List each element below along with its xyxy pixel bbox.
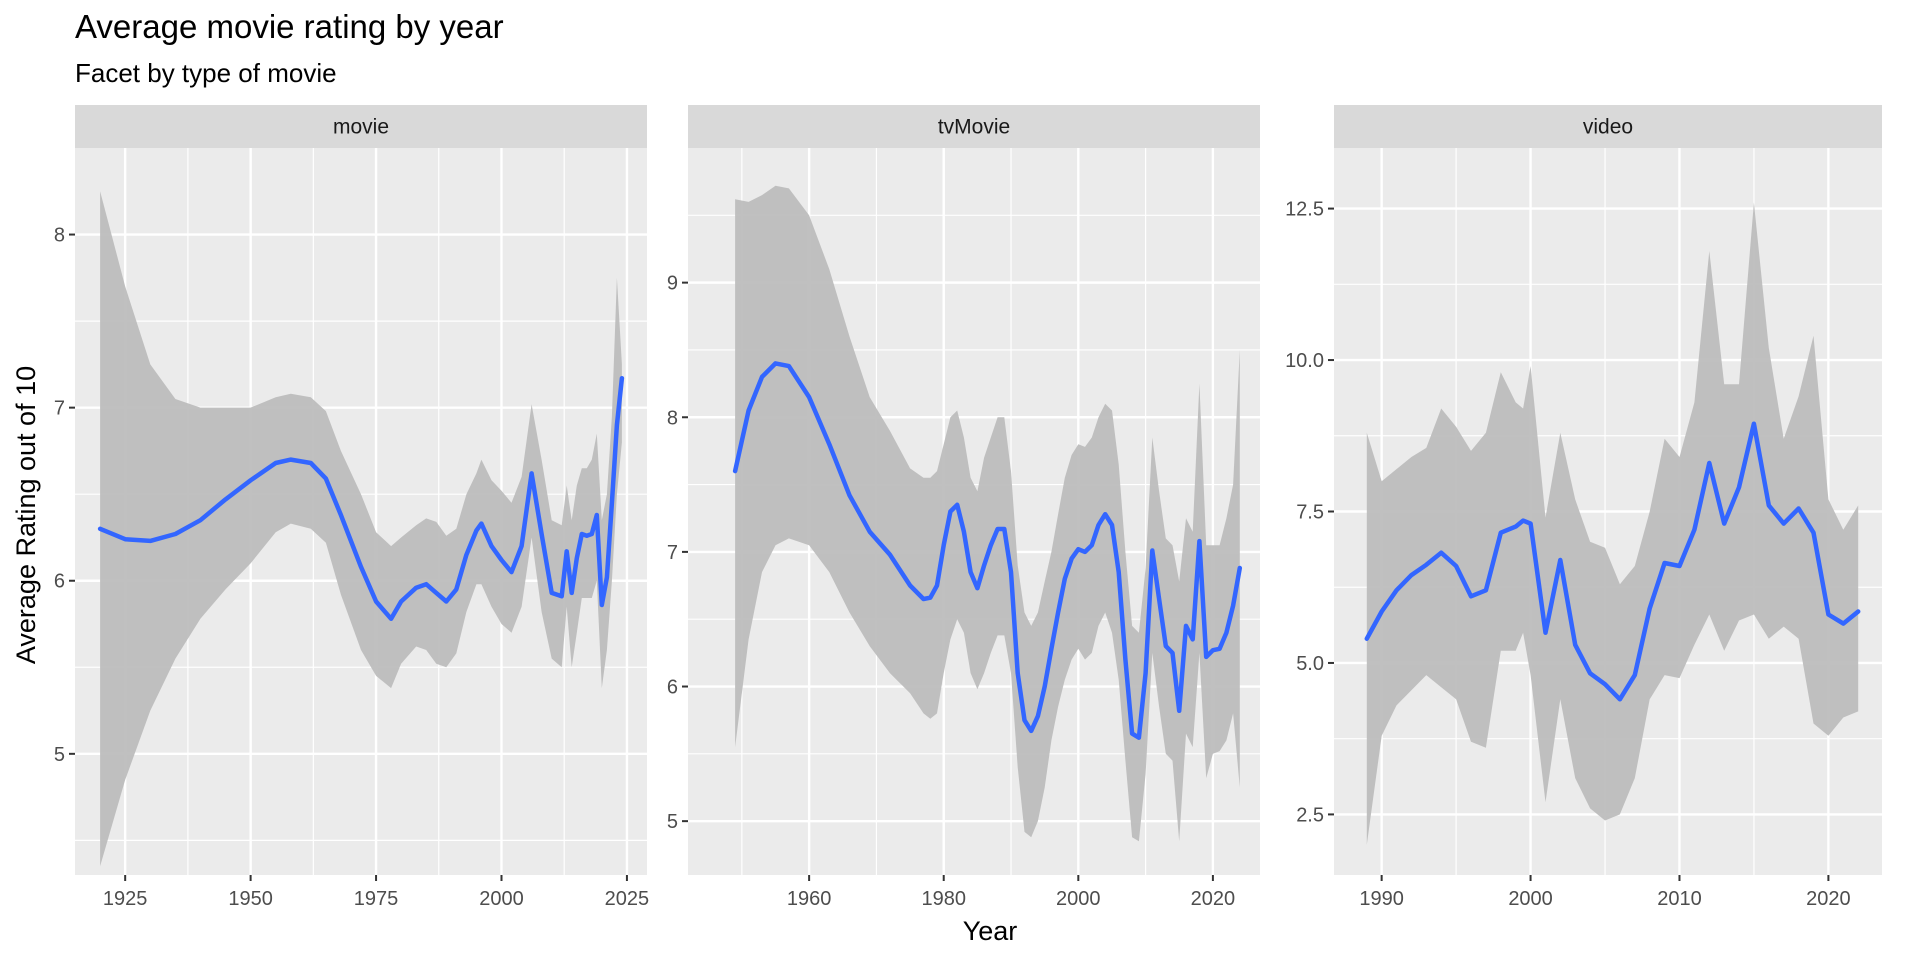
rating-line [1364, 421, 1861, 702]
x-tick-label: 1975 [354, 888, 399, 910]
y-tick-label: 8 [54, 225, 65, 247]
y-tick-label: 5 [54, 744, 65, 766]
facet-tvMovie: tvMovie 1960 1980 2000 2020 5 6 7 8 9 [667, 105, 1260, 910]
rating-line [732, 361, 1243, 740]
facet-strip [1334, 105, 1882, 148]
chart-title: Average movie rating by year [75, 8, 504, 45]
y-tick-label: 7.5 [1296, 502, 1324, 524]
facet-strip-label: video [1583, 116, 1633, 139]
y-tick-label: 6 [667, 677, 678, 699]
facet-strip [688, 105, 1260, 148]
x-tick-label: 2000 [1056, 888, 1101, 910]
x-axis-title: Year [963, 916, 1018, 946]
x-tick-label: 1950 [228, 888, 273, 910]
x-tick-label: 2000 [479, 888, 524, 910]
y-tick-label: 6 [54, 571, 65, 593]
y-tick-label: 5 [667, 811, 678, 833]
y-tick-label: 8 [667, 407, 678, 429]
confidence-band [100, 191, 622, 867]
y-tick-label: 5.0 [1296, 653, 1324, 675]
y-tick-label: 12.5 [1285, 199, 1324, 221]
x-tick-label: 2020 [1806, 888, 1851, 910]
chart-subtitle: Facet by type of movie [75, 58, 337, 88]
facet-strip [75, 105, 647, 148]
confidence-band [735, 185, 1240, 842]
y-tick-label: 9 [667, 273, 678, 295]
x-tick-label: 2010 [1657, 888, 1702, 910]
x-tick-label: 1990 [1359, 888, 1404, 910]
facet-strip-label: movie [333, 116, 389, 139]
rating-line [97, 375, 625, 622]
x-tick-label: 1960 [787, 888, 832, 910]
facet-movie: movie 1925 1950 1975 2000 2025 5 6 7 8 [54, 105, 649, 910]
x-tick-label: 2025 [605, 888, 650, 910]
x-tick-label: 2000 [1508, 888, 1553, 910]
facet-video: video 1990 2000 2010 2020 2.5 5.0 7.5 10.0 12.5 [1285, 105, 1882, 910]
y-axis-title: Average Rating out of 10 [11, 366, 41, 664]
x-tick-label: 1925 [103, 888, 148, 910]
facet-panels: movie 1925 1950 1975 2000 2025 5 6 7 8 tvMovie 1960… [54, 105, 1882, 910]
x-tick-label: 2020 [1191, 888, 1236, 910]
y-tick-label: 7 [667, 542, 678, 564]
confidence-band [1366, 202, 1859, 845]
y-tick-label: 2.5 [1296, 804, 1324, 826]
facet-strip-label: tvMovie [938, 116, 1010, 139]
y-tick-label: 7 [54, 398, 65, 420]
x-tick-label: 1980 [921, 888, 966, 910]
y-tick-label: 10.0 [1285, 350, 1324, 372]
